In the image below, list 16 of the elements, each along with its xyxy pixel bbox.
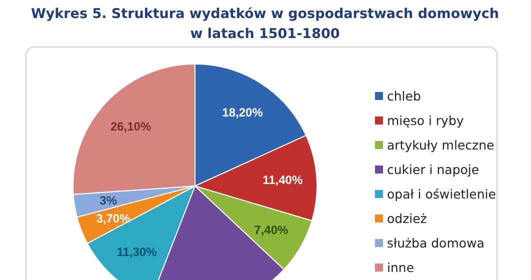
data-label: 18,20%: [222, 105, 264, 120]
legend-label: chleb: [387, 88, 421, 104]
chart-title: Wykres 5. Struktura wydatków w gospodarstwach domowych w latach 1501-1800: [30, 6, 500, 42]
legend-label: cukier i napoje: [387, 162, 480, 177]
legend-label: mięso i ryby: [387, 112, 464, 128]
data-label: 26,10%: [110, 119, 152, 134]
legend-label: inne: [387, 260, 414, 275]
data-label: 11,40%: [262, 173, 303, 188]
legend-label: opał i oświetlenie: [387, 186, 496, 202]
data-label: 3,70%: [96, 211, 131, 226]
data-label: 3%: [100, 193, 118, 208]
data-label: 11,30%: [116, 244, 158, 259]
legend-label: odzież: [387, 210, 428, 226]
legend-label: służba domowa: [387, 235, 484, 250]
legend-label: artykuły mleczne: [387, 137, 494, 152]
data-label: 7,40%: [254, 222, 289, 237]
